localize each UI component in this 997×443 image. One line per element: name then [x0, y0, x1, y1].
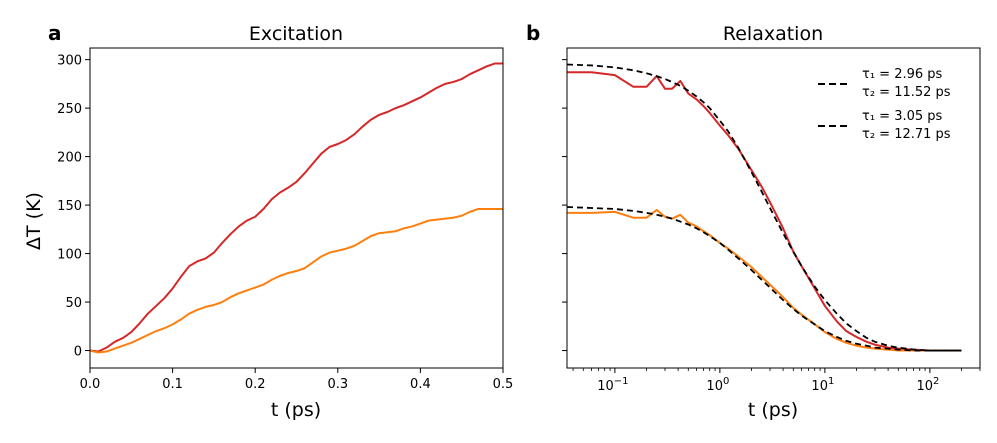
- panel-a-y-tick-label: 300: [57, 54, 82, 69]
- panel-a-series-low: [89, 207, 503, 354]
- panel-a-y-tick-label: 0: [74, 345, 82, 360]
- panel-a-frame: [89, 47, 504, 369]
- panel-b-x-axis-title: t (ps): [748, 399, 798, 421]
- panel-b-x-tick-label: 10−1: [597, 376, 628, 394]
- legend-1-tau2: τ₂ = 11.52 ps: [862, 85, 951, 100]
- panel-b-x-tick-label: 101: [811, 376, 834, 394]
- panel-a-y-tick-label: 50: [65, 296, 82, 311]
- panel-a-x-tick-label: 0.2: [245, 377, 266, 392]
- panel-b-series-low-fit: [566, 206, 962, 352]
- legend-2-tau2: τ₂ = 12.71 ps: [862, 127, 951, 142]
- panel-a-y-axis-title: ΔT (K): [23, 192, 45, 250]
- panel-b-series-high-data: [567, 71, 962, 352]
- panel-b-letter: b: [526, 21, 540, 45]
- panel-a-title: Excitation: [249, 23, 343, 45]
- panel-a-lines: [89, 62, 503, 354]
- panel-a-x-tick-label: 0.1: [162, 377, 183, 392]
- panel-a-x-axis-title: t (ps): [271, 399, 321, 421]
- panel-a-y-tick-label: 150: [57, 199, 82, 214]
- panel-a-series-high: [89, 62, 503, 353]
- panel-a-y-tick-label: 250: [57, 102, 82, 117]
- panel-b-title: Relaxation: [723, 23, 823, 45]
- legend: τ₁ = 2.96 ps τ₂ = 11.52 ps τ₁ = 3.05 ps …: [818, 67, 951, 142]
- panel-b-series-low-data: [567, 208, 962, 352]
- panel-excitation: a Excitation ΔT (K) t (ps) 0 50 100 150 200 2…: [23, 21, 513, 421]
- panel-a-y-tick-label: 100: [57, 248, 82, 263]
- panel-a-x-tick-label: 0.5: [493, 377, 514, 392]
- panel-b-frame: [566, 47, 981, 369]
- panel-a-letter: a: [48, 21, 62, 45]
- panel-a-y-tick-label: 200: [57, 151, 82, 166]
- panel-b-x-tick-label: 102: [916, 376, 939, 394]
- legend-1-tau1: τ₁ = 2.96 ps: [862, 67, 943, 82]
- panel-a-x-tick-label: 0.0: [80, 377, 101, 392]
- panel-a-x-tick-label: 0.3: [327, 377, 348, 392]
- panel-relaxation: b Relaxation t (ps) 10−1 100 101 102 τ₁ = 2…: [526, 21, 981, 421]
- panel-a-x-tick-label: 0.4: [410, 377, 431, 392]
- panel-b-x-tick-label: 100: [706, 376, 729, 394]
- panel-b-lines: [566, 63, 962, 352]
- legend-2-tau1: τ₁ = 3.05 ps: [862, 109, 943, 124]
- panel-b-series-high-fit: [566, 63, 962, 352]
